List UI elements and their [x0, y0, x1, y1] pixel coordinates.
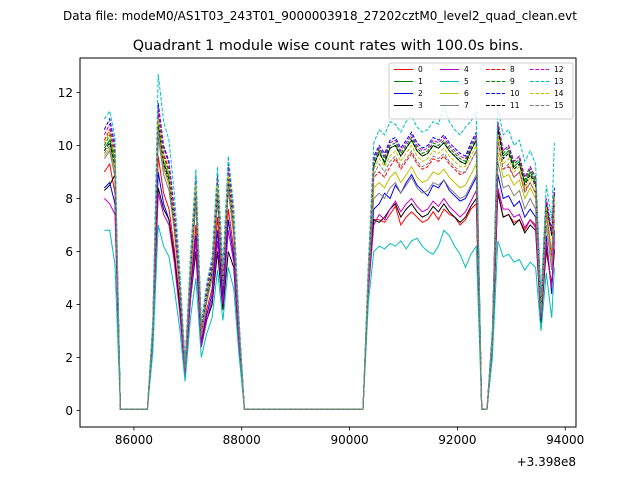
y-tick-label: 10: [58, 139, 73, 153]
y-tick-label: 8: [65, 192, 73, 206]
plot-area-frame: [79, 57, 577, 428]
legend-frame: [388, 62, 574, 120]
legend-label-10: 10: [510, 89, 520, 98]
x-axis-offset-label: +3.398e8: [517, 455, 576, 469]
legend-label-14: 14: [554, 89, 564, 98]
series-line-12: [103, 108, 555, 410]
legend-label-3: 3: [418, 101, 423, 110]
legend-label-11: 11: [510, 101, 520, 110]
legend-label-2: 2: [418, 89, 423, 98]
x-tick-label: 86000: [115, 433, 153, 447]
y-axis: 0 2 4 6 8 10 12: [58, 86, 80, 418]
series-layer: [103, 73, 555, 410]
x-tick-label: 88000: [223, 433, 261, 447]
y-tick-label: 12: [58, 86, 73, 100]
legend-label-1: 1: [418, 77, 423, 86]
legend-label-12: 12: [554, 65, 564, 74]
x-axis: 86000 88000 90000 92000 94000: [115, 427, 584, 447]
x-tick-label: 92000: [438, 433, 476, 447]
legend-label-0: 0: [418, 65, 423, 74]
y-tick-label: 4: [65, 298, 73, 312]
y-tick-label: 6: [65, 245, 73, 259]
legend-label-7: 7: [464, 101, 469, 110]
legend-label-4: 4: [464, 65, 469, 74]
legend-label-13: 13: [554, 77, 564, 86]
legend-label-8: 8: [510, 65, 515, 74]
x-tick-label: 90000: [330, 433, 368, 447]
legend-label-9: 9: [510, 77, 515, 86]
x-tick-label: 94000: [546, 433, 584, 447]
figure-suptitle: Data file: modeM0/AS1T03_243T01_90000039…: [63, 9, 577, 23]
legend-label-6: 6: [464, 89, 469, 98]
series-line-15: [103, 129, 555, 410]
y-tick-label: 2: [65, 351, 73, 365]
legend-label-5: 5: [464, 77, 469, 86]
y-tick-label: 0: [65, 404, 73, 418]
legend-label-15: 15: [554, 101, 564, 110]
chart-title: Quadrant 1 module wise count rates with …: [133, 38, 524, 54]
